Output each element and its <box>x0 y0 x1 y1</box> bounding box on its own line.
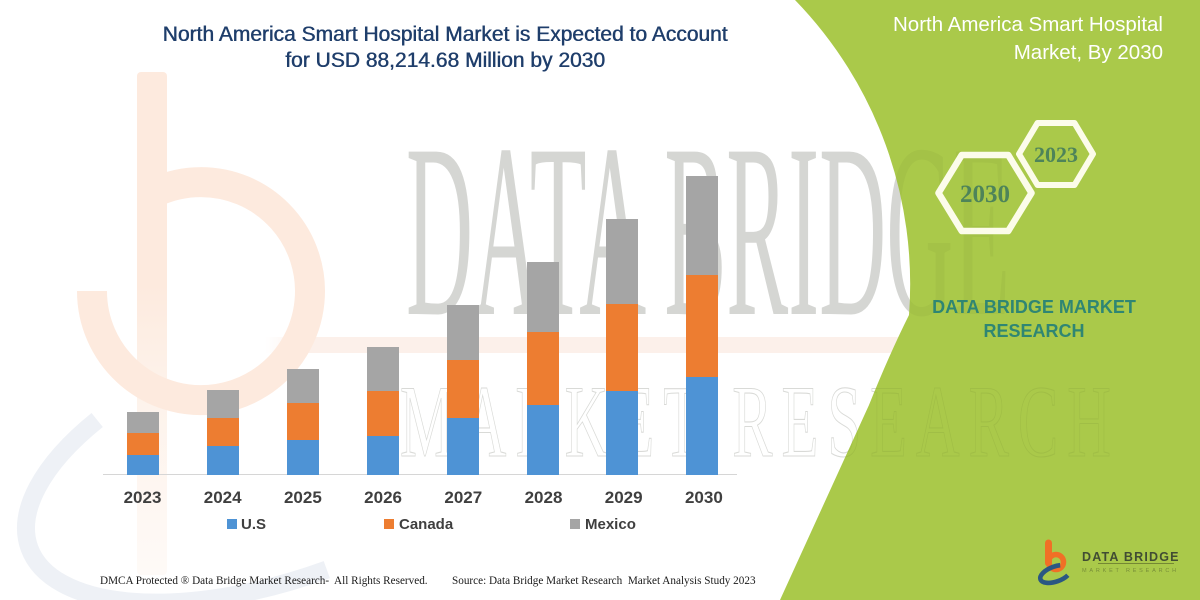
svg-text:MARKET RESEARCH: MARKET RESEARCH <box>1082 568 1179 574</box>
svg-text:2030: 2030 <box>960 181 1010 208</box>
svg-text:2023: 2023 <box>1034 142 1078 167</box>
svg-text:DATA BRIDGE: DATA BRIDGE <box>1082 550 1180 564</box>
